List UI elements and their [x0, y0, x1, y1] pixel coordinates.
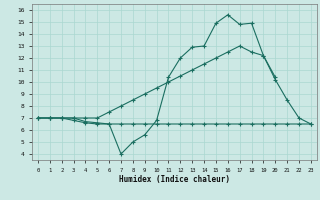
- X-axis label: Humidex (Indice chaleur): Humidex (Indice chaleur): [119, 175, 230, 184]
